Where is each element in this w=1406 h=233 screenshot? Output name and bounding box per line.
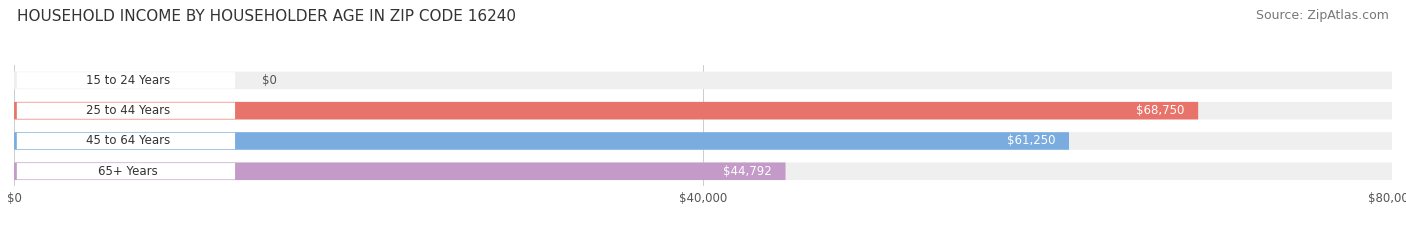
FancyBboxPatch shape (17, 103, 235, 119)
FancyBboxPatch shape (14, 162, 1392, 180)
FancyBboxPatch shape (14, 102, 1198, 120)
FancyBboxPatch shape (14, 132, 1392, 150)
FancyBboxPatch shape (17, 133, 235, 149)
Text: $44,792: $44,792 (723, 165, 772, 178)
Text: 25 to 44 Years: 25 to 44 Years (86, 104, 170, 117)
Text: 45 to 64 Years: 45 to 64 Years (86, 134, 170, 147)
Text: $0: $0 (262, 74, 277, 87)
FancyBboxPatch shape (17, 163, 235, 179)
FancyBboxPatch shape (17, 72, 235, 89)
Text: HOUSEHOLD INCOME BY HOUSEHOLDER AGE IN ZIP CODE 16240: HOUSEHOLD INCOME BY HOUSEHOLDER AGE IN Z… (17, 9, 516, 24)
Text: Source: ZipAtlas.com: Source: ZipAtlas.com (1256, 9, 1389, 22)
Text: $68,750: $68,750 (1136, 104, 1184, 117)
FancyBboxPatch shape (14, 162, 786, 180)
Text: 65+ Years: 65+ Years (98, 165, 157, 178)
Text: 15 to 24 Years: 15 to 24 Years (86, 74, 170, 87)
FancyBboxPatch shape (14, 72, 1392, 89)
FancyBboxPatch shape (14, 102, 1392, 120)
Text: $61,250: $61,250 (1007, 134, 1056, 147)
FancyBboxPatch shape (14, 132, 1069, 150)
